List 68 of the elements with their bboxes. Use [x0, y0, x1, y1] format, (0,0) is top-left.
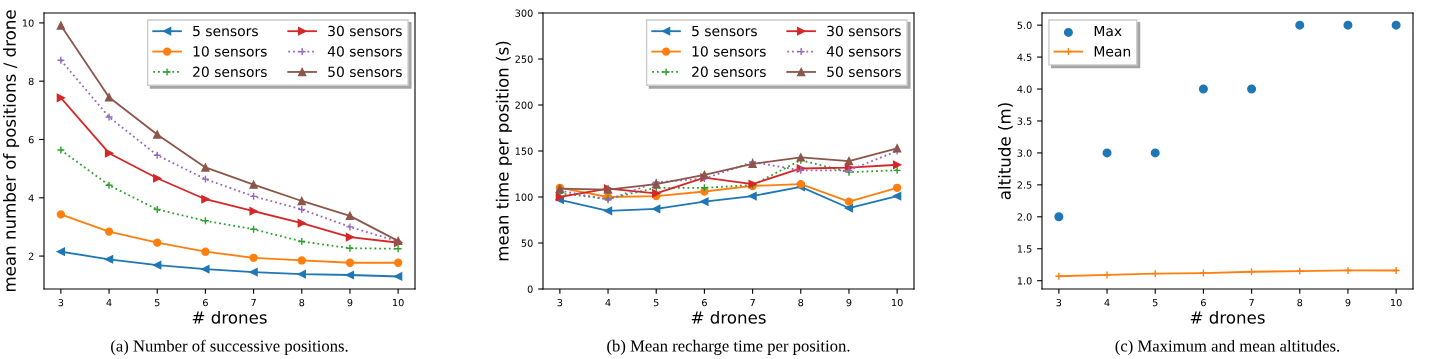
y-tick-label: 200: [515, 101, 533, 109]
y-tick-label: 4: [28, 194, 34, 202]
x-tick-label: 10: [1391, 298, 1402, 307]
x-tick-label: 9: [846, 298, 852, 307]
y-tick-label: 50: [521, 239, 533, 247]
x-tick-label: 3: [557, 298, 563, 307]
legend-label: 30 sensors: [328, 25, 402, 37]
y-tick-label: 4.5: [1017, 53, 1032, 61]
x-tick-label: 6: [203, 298, 208, 307]
y-axis-title: mean time per position (s): [495, 41, 512, 261]
y-tick-label: 2.0: [1017, 213, 1032, 221]
legend-label: 50 sensors: [328, 66, 402, 78]
x-axis-title: # drones: [192, 310, 267, 324]
legend-label: Max: [1094, 25, 1122, 37]
legend-label: 10 sensors: [193, 46, 267, 57]
x-tick-label: 5: [154, 299, 160, 307]
legend-label: 30 sensors: [827, 25, 901, 37]
x-tick-label: 5: [653, 299, 659, 307]
y-tick-label: 2.5: [1017, 181, 1032, 189]
x-tick-label: 8: [798, 298, 804, 307]
legend-label: 5 sensors: [692, 25, 757, 37]
y-axis-title: mean number of positions / drone: [3, 10, 20, 292]
x-tick-label: 4: [1104, 299, 1110, 307]
legend-label: 20 sensors: [692, 66, 766, 78]
y-tick-label: 150: [515, 147, 533, 155]
x-tick-label: 6: [702, 298, 707, 307]
y-tick-label: 8: [28, 77, 34, 86]
x-tick-label: 7: [1249, 299, 1254, 307]
y-tick-label: 3.5: [1017, 117, 1032, 125]
x-axis-title: # drones: [691, 310, 766, 324]
x-tick-label: 4: [605, 299, 611, 307]
x-axis-title: # drones: [1190, 310, 1265, 324]
legend-label: 10 sensors: [692, 46, 766, 57]
y-tick-label: 6: [28, 135, 34, 144]
x-tick-label: 7: [251, 299, 256, 307]
y-tick-label: 300: [515, 9, 533, 17]
text: (c) Maximum and mean altitudes.: [1115, 339, 1340, 355]
y-tick-label: 3.0: [1017, 149, 1032, 157]
x-tick-label: 3: [1056, 298, 1062, 307]
x-tick-label: 9: [347, 298, 353, 307]
x-tick-label: 10: [892, 298, 903, 307]
legend-label: Mean: [1094, 46, 1131, 57]
text: (a) Number of successive positions.: [111, 339, 348, 355]
y-tick-label: 10: [22, 19, 34, 27]
y-tick-label: 4.0: [1017, 85, 1032, 93]
x-tick-label: 4: [106, 299, 112, 307]
legend-label: 5 sensors: [193, 25, 258, 37]
y-axis-title: altitude (m): [997, 103, 1013, 200]
legend-label: 40 sensors: [826, 46, 901, 57]
x-tick-label: 5: [1152, 299, 1158, 307]
legend-label: 40 sensors: [327, 46, 402, 57]
x-tick-label: 9: [1345, 298, 1351, 307]
text: (b) Mean recharge time per position.: [607, 339, 850, 355]
x-tick-label: 6: [1201, 298, 1206, 307]
legend-label: 50 sensors: [827, 66, 901, 78]
y-tick-label: 1.5: [1017, 245, 1032, 253]
x-tick-label: 7: [750, 299, 755, 307]
y-tick-label: 5.0: [1017, 21, 1032, 29]
x-tick-label: 3: [58, 298, 64, 307]
x-tick-label: 8: [299, 298, 305, 307]
y-tick-label: 250: [515, 55, 533, 63]
x-tick-label: 10: [393, 298, 404, 307]
y-tick-label: 0: [527, 285, 533, 293]
y-tick-label: 1.0: [1017, 277, 1032, 285]
y-tick-label: 2: [28, 252, 34, 260]
legend-label: 20 sensors: [193, 66, 267, 78]
x-tick-label: 8: [1297, 298, 1303, 307]
y-tick-label: 100: [515, 193, 533, 201]
